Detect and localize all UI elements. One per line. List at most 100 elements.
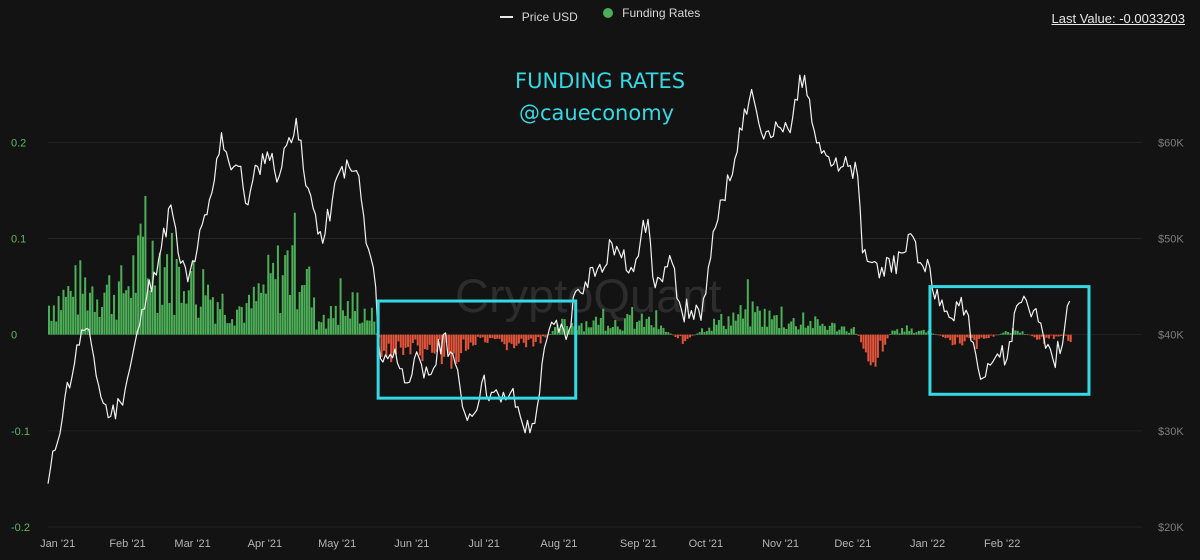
funding-bar-positive <box>214 323 217 335</box>
funding-bar-negative <box>686 334 689 339</box>
funding-bar-negative <box>1055 334 1058 337</box>
funding-bar-positive <box>373 321 376 335</box>
funding-bar-negative <box>541 334 544 337</box>
funding-bar-positive <box>269 273 272 335</box>
funding-bar-positive <box>69 290 72 335</box>
funding-bar-positive <box>780 306 783 335</box>
funding-bar-negative <box>939 334 942 336</box>
funding-bar-negative <box>688 334 691 338</box>
last-value-readout[interactable]: Last Value: -0.0033203 <box>1051 11 1185 26</box>
funding-bar-negative <box>544 334 547 338</box>
funding-bar-positive <box>722 325 725 335</box>
funding-bar-negative <box>397 334 400 342</box>
x-tick-label: May '21 <box>318 538 356 550</box>
funding-bar-negative <box>404 334 407 348</box>
funding-bar-positive <box>843 326 846 335</box>
funding-bar-positive <box>192 261 195 335</box>
funding-bar-positive <box>713 318 716 335</box>
funding-bar-positive <box>773 315 776 335</box>
funding-bar-positive <box>903 331 906 335</box>
y-right-tick-label: $50K <box>1158 234 1184 246</box>
funding-bar-positive <box>814 316 817 335</box>
funding-bar-negative <box>537 334 540 338</box>
funding-bar-negative <box>484 334 487 343</box>
funding-bar-positive <box>79 260 82 335</box>
funding-bar-positive <box>127 286 130 335</box>
funding-bar-positive <box>558 328 561 335</box>
funding-bar-positive <box>631 306 634 335</box>
funding-bar-negative <box>1069 334 1072 343</box>
x-tick-label: Nov '21 <box>762 538 799 550</box>
funding-bar-positive <box>744 309 747 335</box>
funding-bar-positive <box>652 327 655 335</box>
funding-bar-positive <box>855 333 858 335</box>
funding-bar-positive <box>782 327 785 335</box>
funding-bar-positive <box>621 330 624 335</box>
funding-bar-negative <box>517 334 520 344</box>
funding-bar-positive <box>137 235 140 335</box>
legend-item-funding[interactable]: Funding Rates <box>603 6 700 20</box>
funding-bar-positive <box>917 330 920 335</box>
funding-bar-negative <box>493 334 496 340</box>
funding-bar-negative <box>956 334 959 338</box>
funding-bar-positive <box>313 297 316 335</box>
legend-item-price[interactable]: Price USD <box>499 10 578 24</box>
funding-bar-negative <box>409 334 412 355</box>
funding-bar-positive <box>175 258 178 335</box>
funding-bar-positive <box>551 330 554 335</box>
funding-bar-negative <box>529 334 532 339</box>
funding-bar-positive <box>264 293 267 335</box>
funding-bar-positive <box>363 308 366 335</box>
funding-bar-positive <box>84 277 87 335</box>
funding-bar-positive <box>129 297 132 335</box>
funding-bar-positive <box>113 294 116 335</box>
funding-bar-positive <box>809 320 812 335</box>
funding-bar-negative <box>469 334 472 343</box>
funding-bar-positive <box>62 289 65 335</box>
funding-bar-positive <box>913 333 916 335</box>
funding-bar-negative <box>1033 334 1036 338</box>
funding-bar-positive <box>180 302 183 335</box>
funding-bar-negative <box>496 334 499 339</box>
funding-bar-positive <box>202 269 205 335</box>
funding-bar-negative <box>534 334 537 342</box>
funding-bar-negative <box>862 334 865 349</box>
funding-bar-positive <box>667 332 670 335</box>
funding-bar-positive <box>633 328 636 335</box>
funding-bar-positive <box>288 295 291 335</box>
funding-bar-negative <box>448 334 451 353</box>
funding-bar-positive <box>657 329 660 335</box>
funding-bar-positive <box>361 322 364 335</box>
funding-bar-positive <box>703 332 706 335</box>
funding-bar-positive <box>98 316 101 335</box>
funding-bar-positive <box>332 318 335 335</box>
funding-bar-negative <box>874 334 877 367</box>
funding-bar-negative <box>684 334 687 342</box>
funding-bar-negative <box>539 334 542 344</box>
funding-bar-negative <box>681 334 684 344</box>
funding-bar-positive <box>768 310 771 335</box>
funding-bar-positive <box>590 327 593 335</box>
funding-bar-positive <box>354 311 357 335</box>
funding-bar-positive <box>1026 334 1029 335</box>
funding-bar-positive <box>117 281 120 335</box>
funding-bar-positive <box>845 331 848 335</box>
legend: Price USD Funding Rates <box>0 6 1200 24</box>
x-tick-label: Apr '21 <box>248 538 283 550</box>
funding-bar-negative <box>978 334 981 339</box>
gridlines <box>48 141 1142 528</box>
funding-bar-positive <box>741 318 744 335</box>
funding-bar-positive <box>298 292 301 335</box>
funding-bar-positive <box>250 308 253 335</box>
funding-bar-negative <box>522 334 525 343</box>
funding-bar-positive <box>785 328 788 335</box>
funding-bar-negative <box>1060 334 1063 336</box>
funding-bar-negative <box>525 334 528 348</box>
funding-bar-negative <box>1045 334 1048 338</box>
funding-bar-positive <box>896 329 899 335</box>
funding-bar-positive <box>932 333 935 335</box>
funding-bar-negative <box>382 334 385 351</box>
funding-bar-negative <box>438 334 441 340</box>
funding-bar-positive <box>125 290 128 335</box>
funding-bar-negative <box>515 334 518 346</box>
